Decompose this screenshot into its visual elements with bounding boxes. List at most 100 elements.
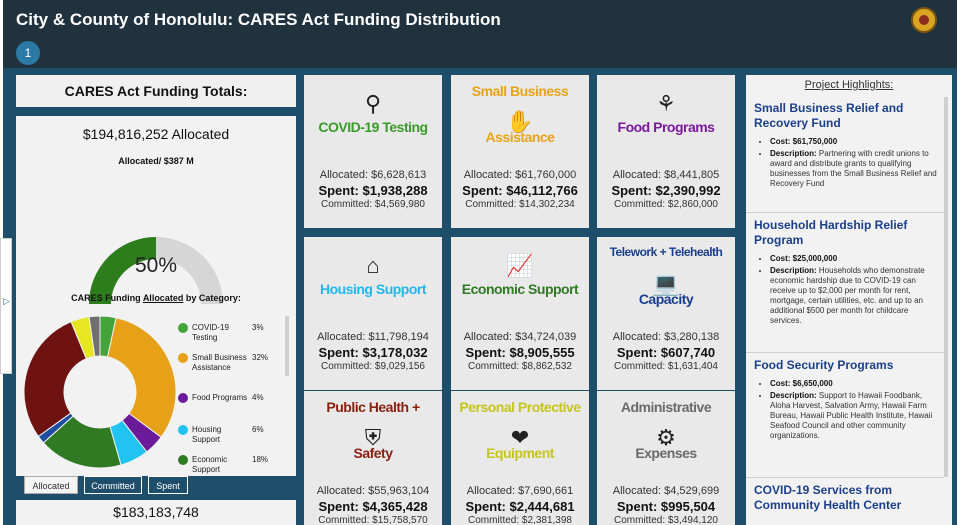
committed-amount: Committed: $9,029,156 [321,361,425,372]
side-panel-toggle[interactable] [0,238,12,374]
gauge-percent: 50% [134,254,178,277]
category-donut-chart [23,315,177,469]
legend-label: Economic Support [192,455,228,474]
hand-money-icon: ✋ [506,109,534,134]
tab-committed[interactable]: Committed [84,476,142,494]
committed-amount: Committed: $4,569,980 [321,199,425,210]
project-name[interactable]: Small Business Relief and Recovery Fund [754,101,904,130]
category-name: Personal Protective [459,399,581,415]
category-card[interactable]: 💻 Telework + Telehealth Capacity Allocated:… [597,237,735,390]
legend-label: Housing Support [192,425,222,444]
committed-amount: Committed: $2,860,000 [614,199,718,210]
category-name: Administrative [620,399,712,415]
legend-percent: 18% [252,455,269,464]
spent-amount: Spent: $2,390,992 [611,183,721,198]
category-name: Assistance [485,129,555,145]
project-name[interactable]: COVID-19 Services from Community Health … [754,483,902,512]
spent-amount: Spent: $4,365,428 [318,499,428,514]
spent-amount: Spent: $46,112,766 [462,183,578,198]
legend-item[interactable]: Housing Support 6% [178,423,288,457]
category-name: Housing Support [319,281,427,297]
category-card[interactable]: ⛨ Public Health + Safety Allocated: $55,963… [304,391,442,525]
spent-amount: Spent: $2,444,681 [465,499,575,514]
category-chart-title: CARES Funding Allocated by Category: [71,293,241,303]
highlights-title: Project Highlights: [804,79,894,91]
committed-amount: Committed: $2,381,398 [468,515,572,525]
legend-swatch [178,323,188,333]
project-cost: Cost: $6,650,000 [770,379,938,389]
category-name: Public Health + [326,399,420,415]
project-item: Small Business Relief and Recovery Fund C… [746,101,946,191]
allocated-amount: Allocated: $11,798,194 [317,331,429,343]
gears-icon: ⚙ [656,425,676,450]
category-card[interactable]: 📈 Economic Support Allocated: $34,724,039 S… [451,237,589,390]
gauge-chart [89,237,223,305]
project-item: Household Hardship Relief Program Cost: $… [746,218,946,328]
project-details: Cost: $61,750,000 Description: Partnering… [754,137,938,189]
tab-spent[interactable]: Spent [148,476,188,494]
category-name: Telework + Telehealth [609,245,723,259]
category-name: Capacity [638,291,694,307]
legend-item[interactable]: COVID-19 Testing 3% [178,321,288,355]
project-item: Food Security Programs Cost: $6,650,000 De… [746,358,946,443]
category-name: Expenses [635,445,697,461]
allocated-amount: Allocated: $61,760,000 [463,169,577,181]
project-item: COVID-19 Services from Community Health … [746,483,946,513]
tab-allocated[interactable]: Allocated [24,476,78,494]
magnifier-virus-icon: ⚲ [364,91,382,116]
legend-scrollbar[interactable] [285,316,289,376]
category-name: Safety [353,445,393,461]
project-cost: Cost: $25,000,000 [770,254,938,264]
project-name[interactable]: Household Hardship Relief Program [754,218,908,247]
donut-slice[interactable] [107,317,177,438]
category-card[interactable]: ⚘ Food Programs Allocated: $8,441,805 Spent… [597,75,735,228]
donut-hole [64,356,136,428]
legend-label: COVID-19 Testing [192,323,229,342]
wheat-icon: ⚘ [656,91,676,116]
totals-heading: CARES Act Funding Totals: [16,75,296,107]
category-name: Food Programs [617,119,715,135]
expand-arrow-icon[interactable]: ▷ [3,296,10,306]
legend-item[interactable]: Food Programs 4% [178,391,288,425]
committed-amount: Committed: $8,862,532 [468,361,572,372]
project-description: Description: Partnering with credit unio… [770,149,938,189]
legend-item[interactable]: Economic Support 18% [178,453,288,487]
committed-amount: Committed: $14,302,234 [465,199,575,210]
gauge-fill [89,237,157,305]
category-name: Small Business [471,83,569,99]
page-title: City & County of Honolulu: CARES Act Fun… [16,10,501,29]
category-card[interactable]: ⚙ Administrative Expenses Allocated: $4,529… [597,391,735,525]
spent-amount: Spent: $607,740 [616,345,716,360]
legend-label: Small Business Assistance [192,353,247,372]
legend-item[interactable]: Small Business Assistance 32% [178,351,288,385]
allocated-amount: Allocated: $34,724,039 [463,331,577,343]
divider [746,212,944,213]
house-hand-icon: ⌂ [366,253,380,278]
highlights-scrollbar[interactable] [944,97,948,477]
allocated-amount: $194,816,252 Allocated [82,126,230,142]
legend-swatch [178,455,188,465]
committed-amount: Committed: $1,631,404 [614,361,718,372]
shield-icon: ⛨ [364,425,382,450]
legend-swatch [178,425,188,435]
legend-percent: 3% [252,323,264,332]
legend-label: Food Programs [192,393,248,402]
allocated-amount: Allocated: $55,963,104 [316,485,430,497]
page-badge[interactable]: 1 [16,41,40,65]
category-name: COVID-19 Testing [318,119,428,135]
category-card[interactable]: ⌂ Housing Support Allocated: $11,798,194 Sp… [304,237,442,390]
category-card[interactable]: ⚲ COVID-19 Testing Allocated: $6,628,613 Sp… [304,75,442,228]
project-description: Description: Households who demonstrate … [770,266,938,326]
allocated-subtitle: Allocated/ $387 M [118,156,194,166]
header-bar: City & County of Honolulu: CARES Act Fun… [3,0,957,68]
category-card[interactable]: ❤ Personal Protective Equipment Allocated: … [451,391,589,525]
laptop-icon: 💻 [652,271,680,296]
category-card[interactable]: ✋ Small Business Assistance Allocated: $61,… [451,75,589,228]
legend-percent: 4% [252,393,264,402]
legend-swatch [178,353,188,363]
spent-total: $183,183,748 [16,500,296,525]
spent-amount: Spent: $1,938,288 [318,183,428,198]
project-name[interactable]: Food Security Programs [754,358,894,372]
divider [746,352,944,353]
spent-amount: Spent: $8,905,555 [465,345,575,360]
